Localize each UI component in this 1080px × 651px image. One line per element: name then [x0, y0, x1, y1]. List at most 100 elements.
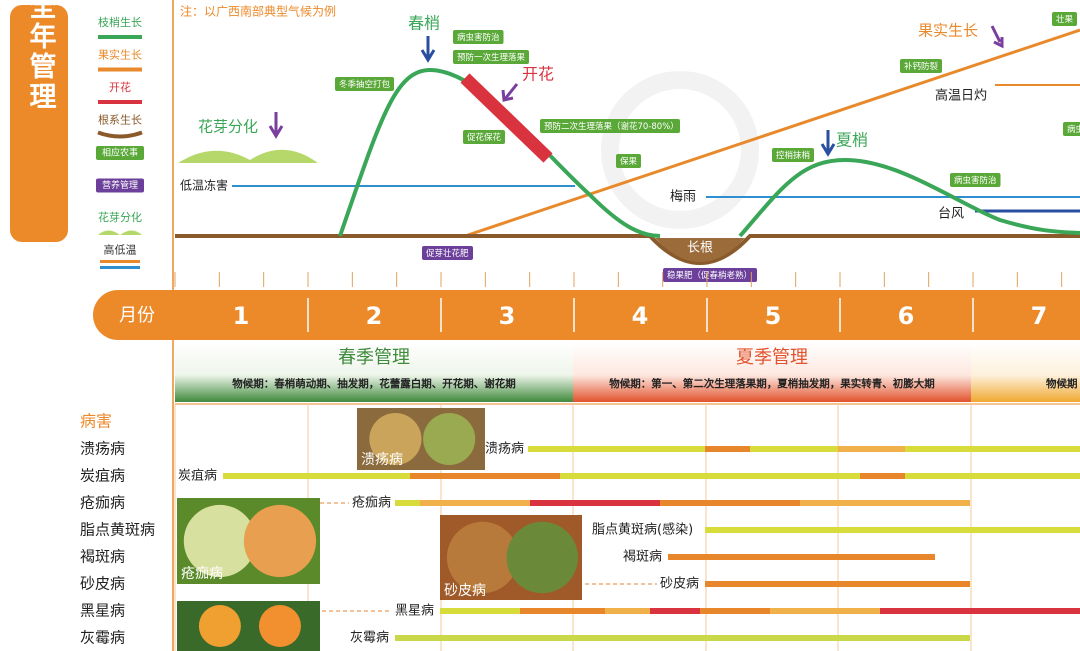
risk-segment [700, 608, 770, 614]
disease-name: 褐斑病 [80, 548, 125, 566]
risk-segment [528, 446, 705, 452]
month-label: 3 [499, 302, 516, 330]
disease-name: 砂皮病 [80, 575, 125, 593]
photo-fruit [506, 521, 578, 594]
risk-segment [395, 500, 420, 506]
photo-label: 砂皮病 [444, 583, 486, 599]
risk-segment [223, 473, 330, 479]
legend-mark [97, 130, 143, 139]
bar-label: 炭疽病 [178, 469, 217, 484]
bar-label: 脂点黄斑病(感染) [592, 522, 693, 538]
farm-tag [1052, 12, 1077, 26]
bar-label: 灰霉病 [350, 631, 389, 646]
risk-segment [905, 446, 1080, 452]
disease-name: 灰霉病 [80, 629, 125, 647]
month-label: 2 [366, 302, 383, 330]
photo-label: 疮痂病 [181, 566, 223, 582]
photo-fruit [243, 504, 317, 578]
chart-label: 台风 [938, 207, 964, 222]
month-bar [93, 290, 1080, 340]
legend-label: 枝梢生长 [98, 15, 142, 29]
month-label: 6 [898, 302, 915, 330]
nutrition-tag [663, 268, 757, 282]
risk-segment [668, 554, 935, 560]
risk-segment [530, 500, 660, 506]
photo-fruit [198, 605, 241, 647]
photo-fruit [446, 521, 519, 594]
bud-hills [178, 149, 318, 163]
risk-segment [800, 500, 970, 506]
title-pill [10, 5, 68, 242]
farm-tag [453, 50, 529, 64]
legend-label: 花芽分化 [98, 210, 142, 224]
bar-label: 褐斑病 [623, 550, 662, 565]
risk-segment [410, 473, 560, 479]
month-label: 1 [233, 302, 250, 330]
disease-name: 溃疡病 [80, 440, 125, 458]
farm-tag [900, 59, 942, 73]
legend-label: 果实生长 [98, 48, 142, 62]
farm-tag [616, 154, 641, 168]
bar-label: 疮痂病 [352, 495, 391, 511]
risk-segment [440, 608, 520, 614]
legend-mark [98, 230, 142, 235]
arrow [268, 112, 284, 139]
arrow [990, 25, 1004, 49]
month-label: 5 [765, 302, 782, 330]
chart-label: 花芽分化 [198, 118, 258, 136]
season-band [175, 342, 573, 402]
root-fill [655, 238, 745, 262]
farm-tag-label: 病虫 [1067, 124, 1080, 135]
chart-label: 夏梢 [836, 131, 868, 150]
risk-segment [705, 581, 970, 587]
risk-segment [750, 446, 838, 452]
farm-tag [540, 119, 680, 133]
farm-tag-label: 壮果 [1056, 14, 1074, 25]
season-phenology: 物候期：第一、第二次生理落果期，夏梢抽发期，果实转青、初膨大期 [609, 377, 935, 390]
season-band [971, 342, 1080, 402]
arrow [501, 83, 519, 102]
risk-segment [420, 500, 530, 506]
farm-tag [950, 173, 1001, 187]
farm-tag-label: 控梢抹梢 [776, 150, 811, 161]
legend-tag [96, 146, 144, 160]
chart-label: 果实生长 [918, 22, 978, 40]
farm-tag-label: 预防二次生理落果（谢花70-80%） [544, 121, 679, 132]
bar-label: 黑星病 [395, 604, 434, 619]
note: 注：以广西南部典型气候为例 [180, 4, 336, 19]
month-label: 4 [632, 302, 649, 330]
photo-fruit [183, 504, 257, 578]
risk-segment [838, 446, 905, 452]
chart-label: 春梢 [408, 14, 440, 33]
risk-segment [860, 473, 905, 479]
watermark [601, 71, 759, 229]
disease-name: 脂点黄斑病 [80, 521, 155, 539]
farm-tag-label: 保果 [620, 156, 638, 167]
risk-segment [770, 608, 880, 614]
summer-shoot-curve [738, 157, 1080, 238]
farm-tag-label: 冬季抽空打包 [339, 79, 391, 90]
farm-tag-label: 预防一次生理落果 [457, 52, 526, 63]
farm-tag-label: 病虫害防治 [457, 32, 500, 43]
legend-tag [96, 178, 144, 193]
nutrition-tag [422, 246, 473, 260]
risk-segment [560, 473, 860, 479]
farm-tag-label: 促花保花 [467, 132, 502, 143]
disease-header: 病害 [80, 412, 112, 431]
farm-tag-label: 病虫害防治 [954, 175, 997, 186]
root-line [175, 234, 1080, 265]
bar-label: 砂皮病 [660, 577, 699, 592]
farm-tag-label: 补钙防裂 [904, 61, 939, 72]
legend-label: 营养管理 [102, 179, 138, 191]
chart-label: 梅雨 [670, 190, 696, 205]
flowering-bar [460, 73, 553, 163]
risk-segment [395, 635, 970, 641]
farm-tag [453, 30, 504, 44]
month-header: 月份 [119, 305, 155, 326]
disease-name: 疮痂病 [80, 494, 125, 512]
farm-tag [463, 130, 505, 144]
arrow [820, 130, 836, 157]
farm-tag [1063, 122, 1080, 136]
risk-segment [705, 446, 750, 452]
